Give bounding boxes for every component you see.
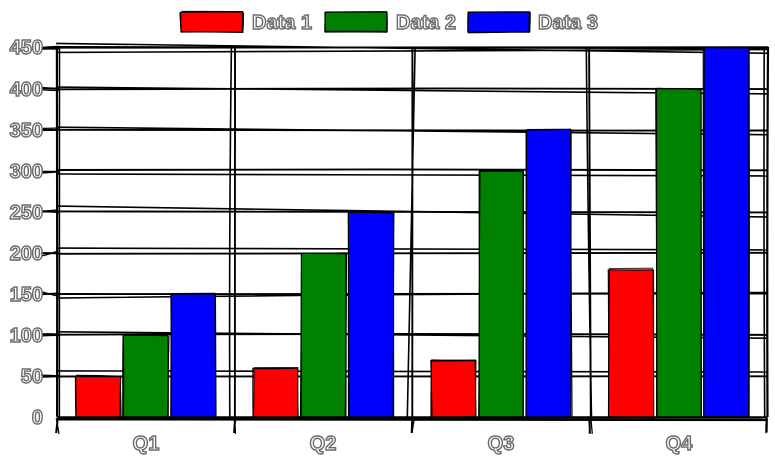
svg-text:350: 350 bbox=[10, 120, 43, 142]
svg-text:Q3: Q3 bbox=[488, 433, 515, 455]
svg-text:Q1: Q1 bbox=[133, 433, 160, 455]
svg-text:Q2: Q2 bbox=[310, 433, 337, 455]
svg-text:Data 3: Data 3 bbox=[538, 12, 598, 34]
svg-text:50: 50 bbox=[21, 366, 43, 388]
svg-text:100: 100 bbox=[10, 325, 43, 347]
svg-text:250: 250 bbox=[10, 202, 43, 224]
svg-text:150: 150 bbox=[10, 284, 43, 306]
svg-text:200: 200 bbox=[10, 243, 43, 265]
svg-text:300: 300 bbox=[10, 161, 43, 183]
svg-text:450: 450 bbox=[10, 37, 43, 59]
svg-text:Data 2: Data 2 bbox=[396, 12, 456, 34]
svg-text:0: 0 bbox=[32, 407, 43, 429]
svg-text:Q4: Q4 bbox=[666, 433, 694, 455]
svg-text:Data 1: Data 1 bbox=[252, 12, 312, 34]
svg-text:400: 400 bbox=[10, 79, 43, 101]
